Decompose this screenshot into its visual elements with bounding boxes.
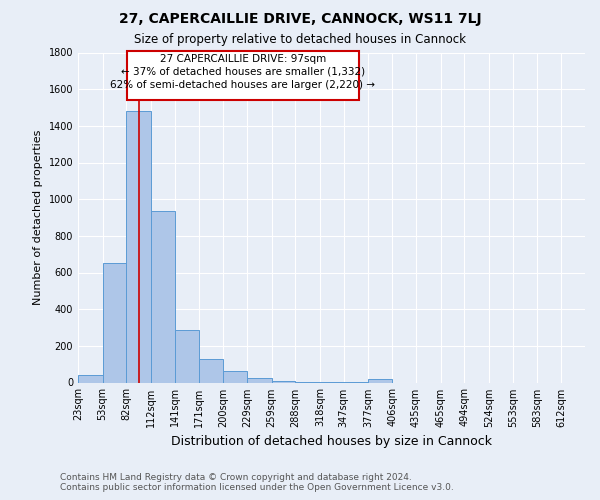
Bar (78, 375, 103, 382)
X-axis label: Distribution of detached houses by size in Cannock: Distribution of detached houses by size … (171, 435, 492, 448)
Bar (151, 211, 175, 382)
Bar (199, 358, 223, 382)
Bar (175, 330, 199, 382)
Text: 27, CAPERCAILLIE DRIVE, CANNOCK, WS11 7LJ: 27, CAPERCAILLIE DRIVE, CANNOCK, WS11 7L… (119, 12, 481, 26)
Text: 27 CAPERCAILLIE DRIVE: 97sqm: 27 CAPERCAILLIE DRIVE: 97sqm (160, 54, 326, 64)
Text: Size of property relative to detached houses in Cannock: Size of property relative to detached ho… (134, 32, 466, 46)
FancyBboxPatch shape (127, 50, 359, 100)
Text: Contains HM Land Registry data © Crown copyright and database right 2024.
Contai: Contains HM Land Registry data © Crown c… (60, 473, 454, 492)
Text: ← 37% of detached houses are smaller (1,332): ← 37% of detached houses are smaller (1,… (121, 66, 365, 76)
Bar (247, 378, 272, 382)
Bar (103, 264, 127, 382)
Bar (223, 371, 247, 382)
Bar (272, 381, 295, 382)
Text: 62% of semi-detached houses are larger (2,220) →: 62% of semi-detached houses are larger (… (110, 80, 376, 90)
Bar (368, 379, 392, 382)
Y-axis label: Number of detached properties: Number of detached properties (33, 130, 43, 305)
Bar (127, 111, 151, 382)
